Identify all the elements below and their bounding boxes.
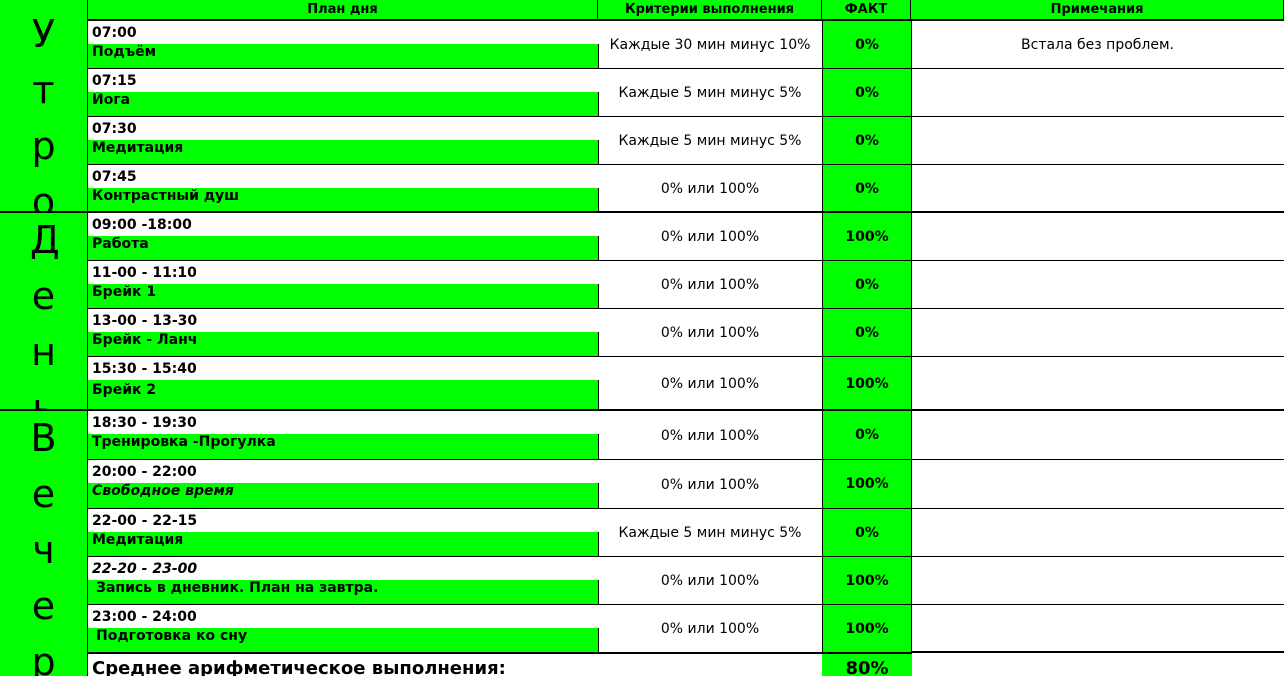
criteria-cell: 0% или 100% <box>598 164 823 213</box>
activity-cell: Контрастный душ <box>88 188 599 212</box>
column-header: ФАКТ <box>822 0 911 20</box>
group-label: Утро <box>0 0 88 212</box>
note-cell <box>911 508 1284 557</box>
criteria-cell: Каждые 5 мин минус 5% <box>598 68 823 117</box>
fact-cell: 100% <box>822 212 912 261</box>
criteria-cell: Каждые 30 мин минус 10% <box>598 20 823 69</box>
activity-cell: Брейк 1 <box>88 284 599 308</box>
group-label: Вечер <box>0 410 88 676</box>
group-label: День <box>0 212 88 410</box>
fact-cell: 0% <box>822 116 912 165</box>
note-cell <box>911 212 1284 261</box>
column-header: План дня <box>88 0 598 20</box>
criteria-cell: 0% или 100% <box>598 308 823 357</box>
fact-cell: 0% <box>822 508 912 557</box>
time-cell: 18:30 - 19:30 <box>88 410 598 434</box>
criteria-cell: Каждые 5 мин минус 5% <box>598 508 823 557</box>
note-cell <box>911 356 1284 411</box>
activity-cell: Медитация <box>88 140 599 164</box>
note-cell: Встала без проблем. <box>911 20 1284 69</box>
time-cell: 09:00 -18:00 <box>88 212 598 236</box>
note-cell <box>911 116 1284 165</box>
activity-cell: Медитация <box>88 532 599 556</box>
time-cell: 22-20 - 23-00 <box>88 556 598 580</box>
note-cell <box>911 164 1284 213</box>
fact-cell: 0% <box>822 260 912 309</box>
criteria-cell: 0% или 100% <box>598 260 823 309</box>
note-cell <box>911 459 1284 509</box>
fact-cell: 0% <box>822 68 912 117</box>
note-cell <box>911 604 1284 653</box>
criteria-cell: 0% или 100% <box>598 459 823 509</box>
activity-cell: Брейк - Ланч <box>88 332 599 356</box>
time-cell: 22-00 - 22-15 <box>88 508 598 532</box>
fact-cell: 0% <box>822 410 912 460</box>
group-separator <box>0 409 1284 411</box>
note-cell <box>911 308 1284 357</box>
time-cell: 07:45 <box>88 164 598 188</box>
activity-cell: Йога <box>88 92 599 116</box>
note-cell <box>911 68 1284 117</box>
footer-border <box>911 651 1284 653</box>
note-cell <box>911 556 1284 605</box>
time-cell: 23:00 - 24:00 <box>88 604 598 628</box>
footer-label: Среднее арифметическое выполнения: <box>88 652 822 676</box>
time-cell: 15:30 - 15:40 <box>88 356 598 380</box>
time-cell: 07:15 <box>88 68 598 92</box>
criteria-cell: 0% или 100% <box>598 410 823 460</box>
time-cell: 07:30 <box>88 116 598 140</box>
fact-cell: 0% <box>822 20 912 69</box>
criteria-cell: Каждые 5 мин минус 5% <box>598 116 823 165</box>
group-separator <box>0 211 1284 213</box>
note-cell <box>911 410 1284 460</box>
time-cell: 07:00 <box>88 20 598 44</box>
footer-value: 80% <box>822 652 912 676</box>
time-cell: 11-00 - 11:10 <box>88 260 598 284</box>
fact-cell: 100% <box>822 459 912 509</box>
activity-cell: Запись в дневник. План на завтра. <box>88 580 599 604</box>
fact-cell: 100% <box>822 556 912 605</box>
fact-cell: 0% <box>822 164 912 213</box>
criteria-cell: 0% или 100% <box>598 604 823 653</box>
criteria-cell: 0% или 100% <box>598 212 823 261</box>
activity-cell: Тренировка -Прогулка <box>88 434 599 459</box>
criteria-cell: 0% или 100% <box>598 556 823 605</box>
note-cell <box>911 260 1284 309</box>
time-cell: 20:00 - 22:00 <box>88 459 598 483</box>
activity-cell: Брейк 2 <box>88 380 599 410</box>
activity-cell: Работа <box>88 236 599 260</box>
activity-cell: Подготовка ко сну <box>88 628 599 652</box>
fact-cell: 100% <box>822 356 912 411</box>
column-header: Критерии выполнения <box>598 0 822 20</box>
activity-cell: Подъём <box>88 44 599 68</box>
column-header: Примечания <box>911 0 1284 20</box>
time-cell: 13-00 - 13-30 <box>88 308 598 332</box>
criteria-cell: 0% или 100% <box>598 356 823 411</box>
activity-cell: Свободное время <box>88 483 599 508</box>
fact-cell: 100% <box>822 604 912 653</box>
fact-cell: 0% <box>822 308 912 357</box>
